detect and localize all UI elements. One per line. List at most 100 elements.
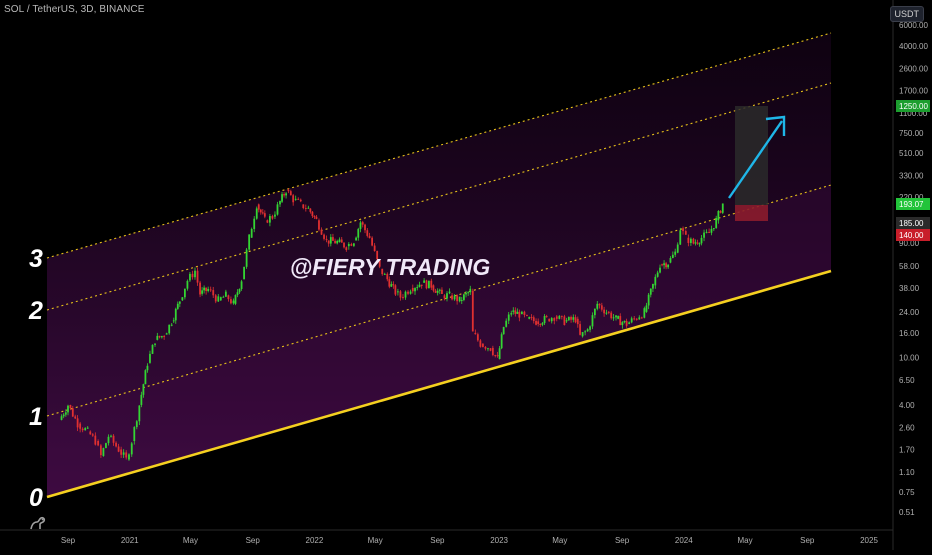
candle [462,293,465,302]
currency-button[interactable]: USDT [889,6,924,22]
candle-body [572,317,575,320]
candle [89,430,92,435]
candle [399,289,402,301]
candle [460,297,463,305]
candle-body [361,222,364,225]
candle [97,439,100,447]
candle [371,236,374,247]
channel-labels: 3 2 1 0 [28,245,43,512]
candle [535,318,537,326]
candle-body [165,333,168,335]
candle-body [128,454,130,460]
candle-body [703,232,705,238]
candle-body [281,194,283,202]
candle [581,331,584,338]
candle [420,284,423,289]
candle-body [397,291,399,293]
candle [598,303,601,309]
candle-body [318,220,320,230]
candle-body [661,264,663,266]
price-tag-bg [896,198,930,210]
candle-body [107,436,110,444]
candle-body [625,320,628,326]
candle [261,209,264,215]
candle [414,287,416,295]
candle-body [227,295,230,300]
candle-body [570,316,572,320]
candle [69,404,72,411]
channel-level-label: 3 [29,245,43,273]
candle [158,335,161,339]
candle [689,237,692,246]
candle-body [456,295,459,302]
candle [340,236,343,243]
candle-body [532,317,535,321]
candle [259,208,262,215]
candle [530,314,533,321]
candle [679,227,682,245]
candle-body [350,243,353,246]
candle-body [191,273,194,278]
candle-body [168,324,171,334]
candle-body [60,416,63,420]
y-tick-label: 510.00 [899,149,924,158]
candle-body [687,237,690,243]
candle-body [250,228,253,238]
candle-body [484,346,487,349]
candle-body [446,293,448,299]
x-tick-label: 2025 [860,536,878,545]
arrow-head [765,115,786,136]
candle-body [436,290,439,293]
candle [647,292,650,310]
channel-band [47,33,831,497]
candle-body [214,295,217,302]
candle [390,281,393,287]
candle [207,286,210,293]
candle [570,315,572,323]
candle [222,295,225,298]
candle [586,328,589,332]
candle-body [647,294,650,306]
candle-body [550,318,553,322]
candle-body [366,230,369,236]
candle-body [438,289,441,291]
candle [355,236,357,241]
candle-body [67,405,69,413]
candle [458,296,461,303]
candle-body [498,348,501,359]
candle-body [309,208,312,212]
candle-body [712,228,715,230]
candle-body [156,335,159,340]
candle [299,198,302,203]
x-axis: Sep 2021 May Sep 2022 May Sep 2023 May Sep 2024 May… [0,529,893,545]
candle [416,284,419,291]
x-tick-label: 2023 [490,536,508,545]
candle-body [579,324,581,335]
candle [710,225,713,236]
candle [600,302,603,312]
candle-body [313,216,316,218]
candle-body [255,208,258,219]
y-tick-label: 1700.00 [899,87,928,96]
candle [327,240,330,247]
candle-body [411,288,414,292]
candle-body [327,240,330,244]
candle-body [81,428,84,431]
candle-body [496,355,499,357]
candle-body [170,324,173,326]
y-tick-label: 750.00 [899,129,924,138]
tradingview-logo[interactable] [28,512,48,532]
candle-body [394,285,397,295]
candle-body [392,284,395,286]
candle-body [621,322,624,326]
candle-body [203,287,206,291]
candle-body [563,316,566,326]
candle-body [163,336,166,338]
candle [496,351,499,358]
candle-body [719,210,722,213]
candle [304,204,307,212]
candle-body [669,257,672,263]
candle-body [467,292,470,294]
